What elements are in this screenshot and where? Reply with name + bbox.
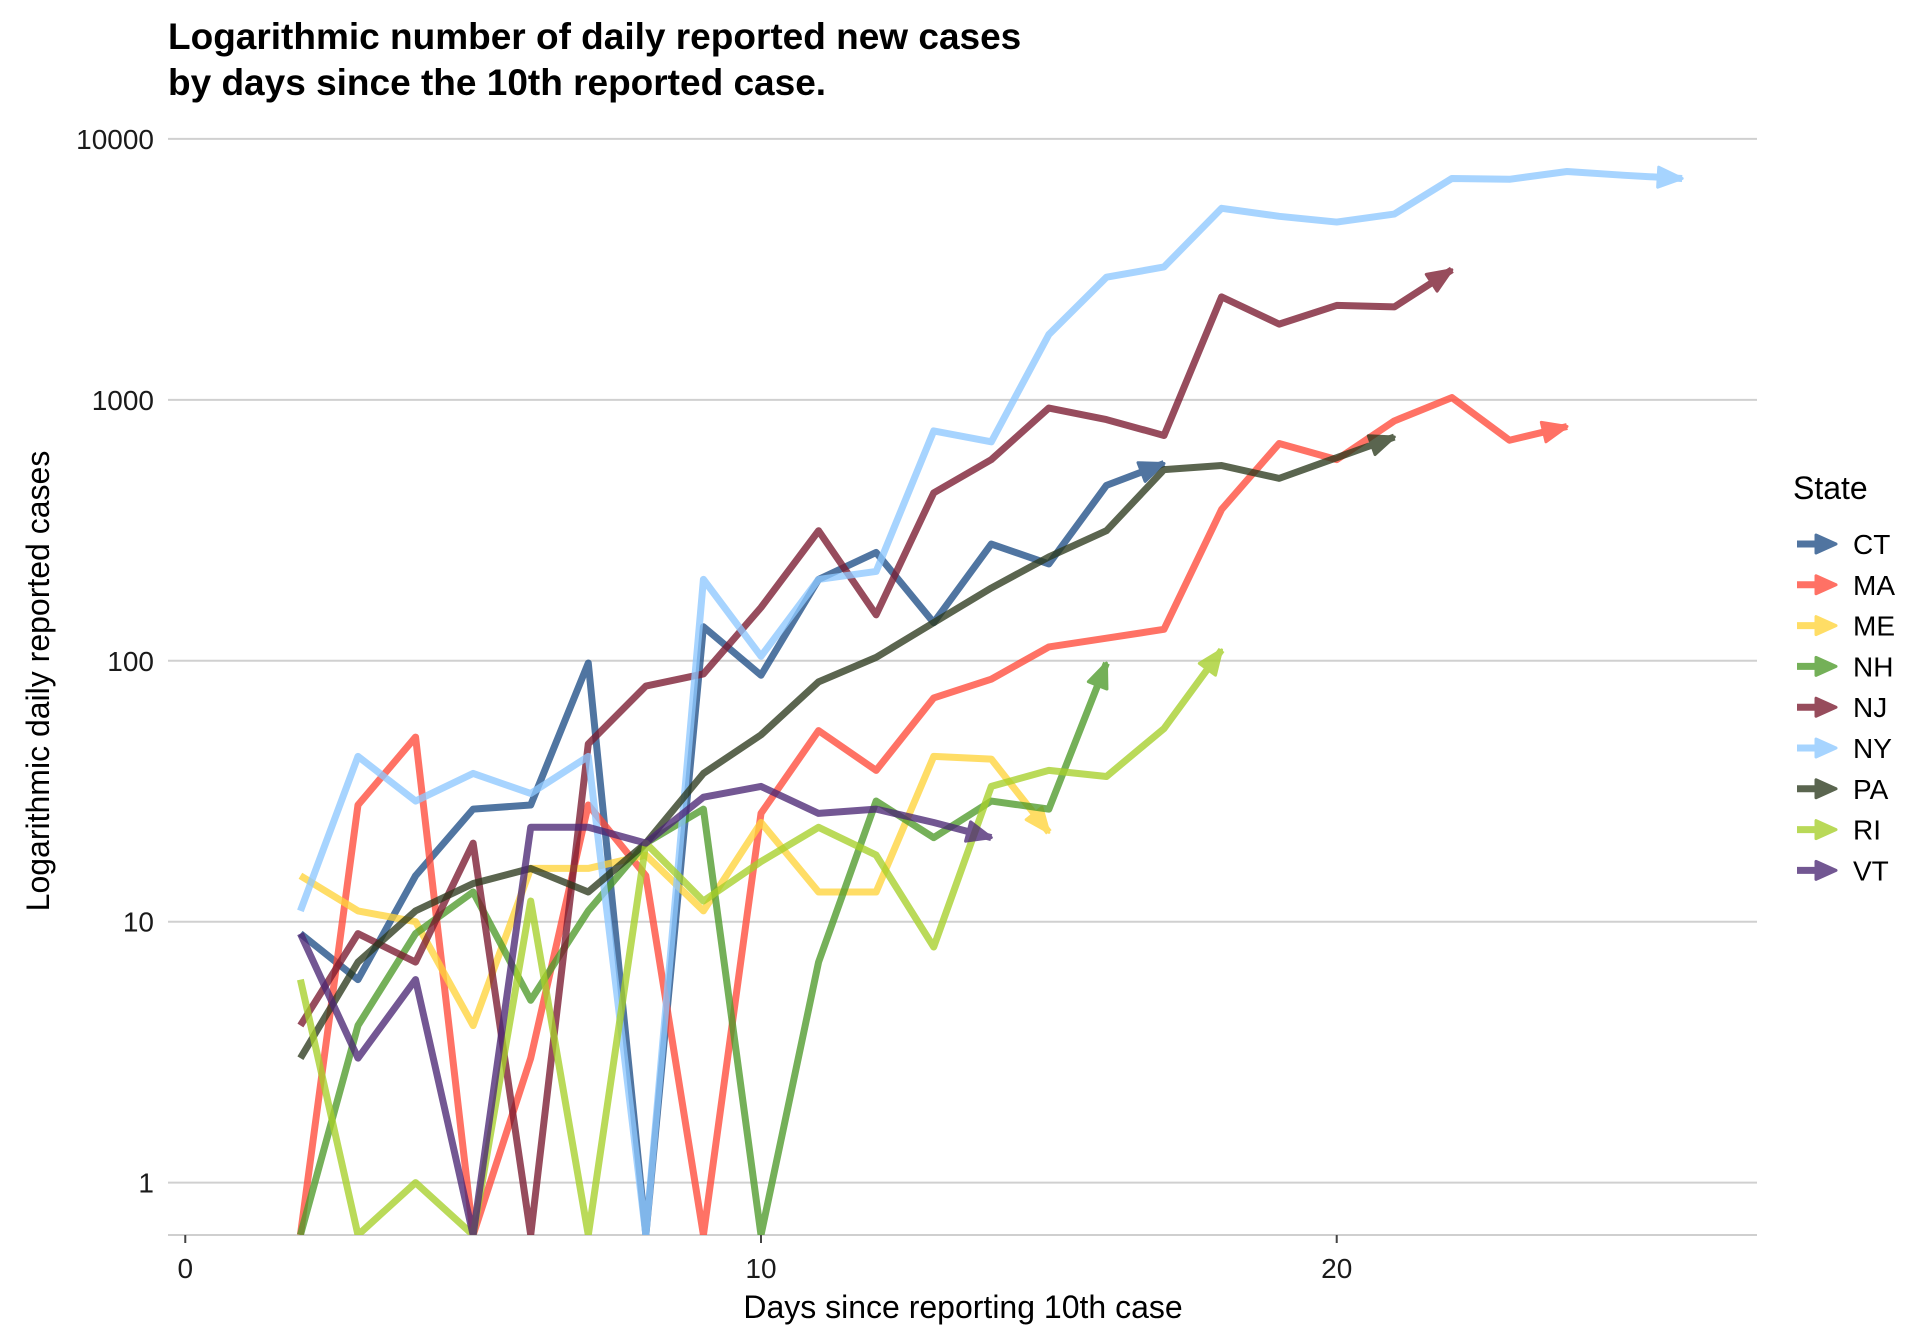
x-axis-ticks: 0 10 20 [177, 1235, 1352, 1284]
chart-title-line-2: by days since the 10th reported case. [168, 62, 826, 103]
y-tick-label: 10000 [76, 124, 154, 155]
y-tick-label: 1000 [92, 385, 154, 416]
legend-label: PA [1853, 774, 1889, 805]
series-me-arrowhead [1024, 805, 1051, 834]
x-tick-label: 0 [177, 1253, 193, 1284]
legend-item-ny [1797, 737, 1838, 759]
legend-item-pa [1797, 778, 1838, 800]
series-line-ct [298, 460, 1166, 1235]
legend-swatch-arrow [1814, 696, 1838, 718]
legend-item-ct [1797, 533, 1838, 555]
series-vt [297, 782, 993, 1235]
series-ny-arrowhead [1656, 165, 1684, 189]
series-lines [296, 165, 1684, 1235]
series-ny [297, 165, 1684, 1235]
y-tick-label: 1 [138, 1168, 154, 1199]
legend-item-nh [1797, 655, 1838, 677]
legend-item-vt [1797, 859, 1838, 881]
x-tick-label: 20 [1321, 1253, 1352, 1284]
legend-title: State [1793, 470, 1868, 506]
series-ri [297, 647, 1225, 1235]
series-nj-arrowhead [1424, 268, 1454, 293]
legend: State CT MA ME NH NJ NY PA RI VT [1793, 470, 1895, 886]
legend-label: NJ [1853, 692, 1887, 723]
legend-label: MA [1853, 570, 1895, 601]
legend-swatch-arrow [1814, 655, 1838, 677]
legend-label: NY [1853, 733, 1892, 764]
legend-swatch-arrow [1814, 737, 1838, 759]
series-line-nj [297, 266, 1454, 1235]
legend-item-nj [1797, 696, 1838, 718]
series-pa-arrowhead [1366, 434, 1396, 457]
y-axis-label: Logarithmic daily reported cases [20, 451, 56, 912]
legend-label: NH [1853, 651, 1893, 682]
legend-label: RI [1853, 815, 1881, 846]
legend-label: CT [1853, 529, 1890, 560]
series-ma-arrowhead [1539, 420, 1569, 444]
chart-title: Logarithmic number of daily reported new… [168, 16, 1021, 103]
x-axis-label: Days since reporting 10th case [743, 1289, 1182, 1325]
legend-swatch-arrow [1814, 615, 1838, 637]
legend-swatch-arrow [1814, 859, 1838, 881]
legend-item-ri [1797, 819, 1838, 841]
y-axis-ticks: 1 10 100 1000 10000 [76, 124, 154, 1199]
series-line-vt [297, 782, 993, 1235]
series-line-pa [297, 433, 1396, 1060]
legend-swatch-arrow [1814, 819, 1838, 841]
series-ct [298, 460, 1166, 1235]
series-nj [297, 266, 1454, 1235]
chart-title-line-1: Logarithmic number of daily reported new… [168, 16, 1021, 57]
series-ct-arrowhead [1136, 461, 1166, 483]
series-line-ri [297, 647, 1225, 1235]
series-pa [297, 433, 1396, 1060]
legend-swatch-arrow [1814, 533, 1838, 555]
series-nh-arrowhead [1086, 661, 1109, 691]
legend-label: VT [1853, 855, 1889, 886]
gridlines [168, 137, 1757, 1184]
legend-swatch-arrow [1814, 778, 1838, 800]
series-line-ny [297, 167, 1683, 1235]
legend-item-me [1797, 615, 1838, 637]
legend-label: ME [1853, 611, 1895, 642]
legend-swatch-arrow [1814, 574, 1838, 596]
legend-item-ma [1797, 574, 1838, 596]
series-vt-arrowhead [964, 820, 993, 843]
series-ri-arrowhead [1197, 648, 1224, 677]
y-tick-label: 10 [123, 907, 154, 938]
y-tick-label: 100 [107, 646, 154, 677]
x-tick-label: 10 [745, 1253, 776, 1284]
